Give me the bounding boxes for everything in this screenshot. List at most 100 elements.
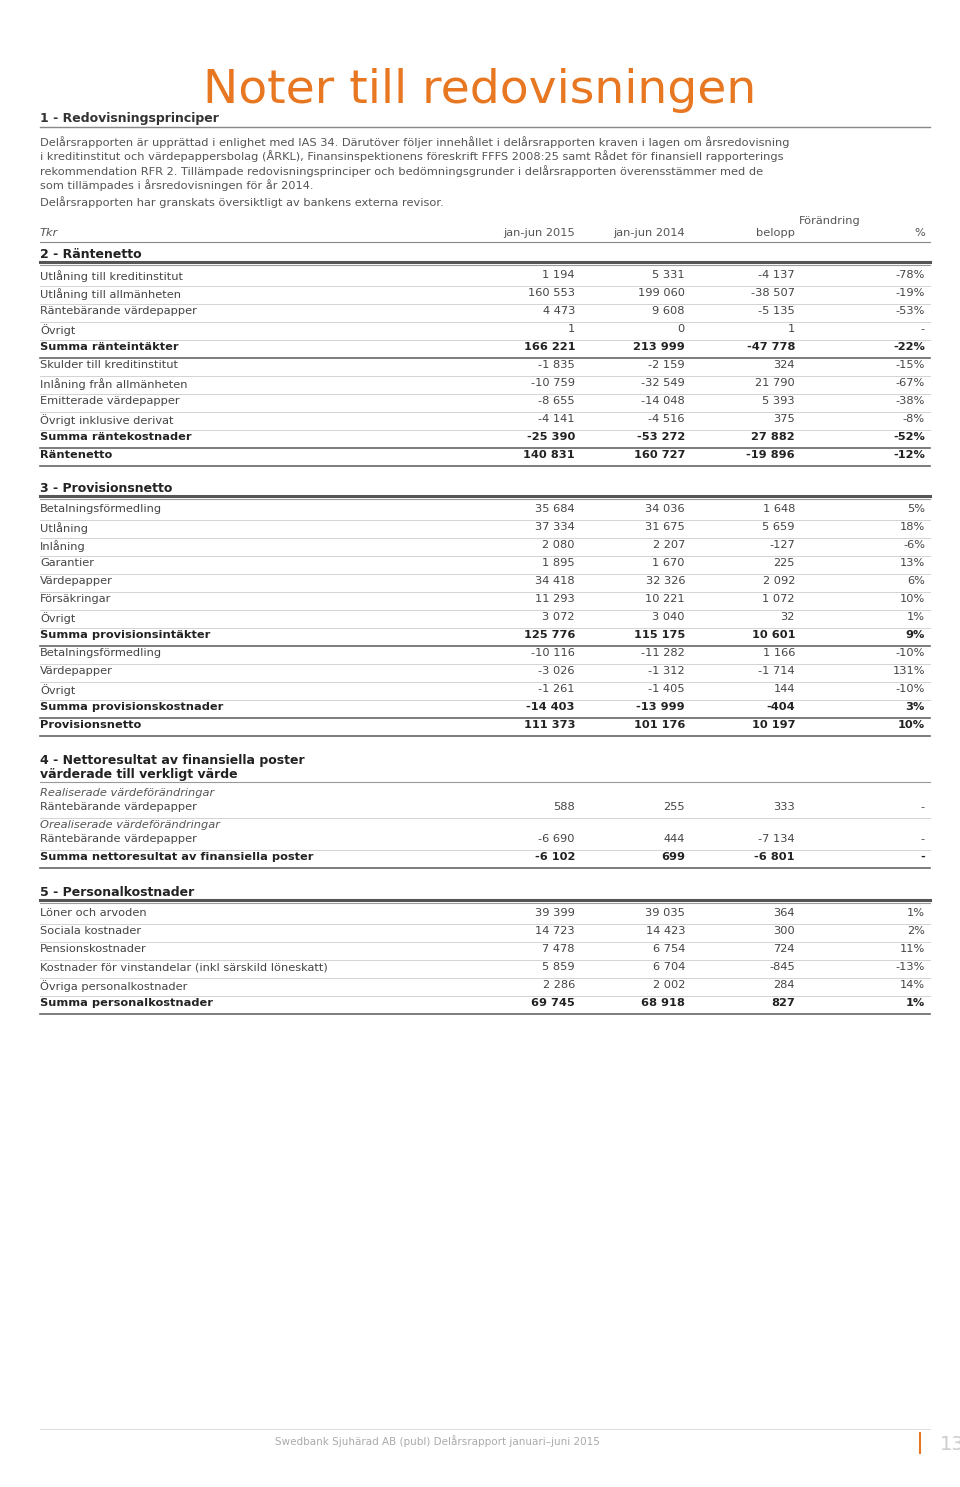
Text: 11 293: 11 293 bbox=[536, 593, 575, 604]
Text: 166 221: 166 221 bbox=[523, 342, 575, 352]
Text: 6 704: 6 704 bbox=[653, 962, 685, 972]
Text: %: % bbox=[914, 228, 925, 238]
Text: 68 918: 68 918 bbox=[641, 998, 685, 1008]
Text: belopp: belopp bbox=[756, 228, 795, 238]
Text: 199 060: 199 060 bbox=[638, 288, 685, 297]
Text: Summa provisionsintäkter: Summa provisionsintäkter bbox=[40, 630, 210, 639]
Text: Summa provisionskostnader: Summa provisionskostnader bbox=[40, 702, 224, 712]
Text: 255: 255 bbox=[663, 801, 685, 812]
Text: 5 331: 5 331 bbox=[653, 271, 685, 280]
Text: -53%: -53% bbox=[896, 306, 925, 317]
Text: 3 040: 3 040 bbox=[653, 613, 685, 622]
Text: 2 - Räntenetto: 2 - Räntenetto bbox=[40, 248, 142, 262]
Text: Övrigt: Övrigt bbox=[40, 324, 76, 336]
Text: -14 403: -14 403 bbox=[526, 702, 575, 712]
Text: Realiserade värdeförändringar: Realiserade värdeförändringar bbox=[40, 788, 214, 799]
Text: 14 723: 14 723 bbox=[536, 926, 575, 935]
Text: Räntebärande värdepapper: Räntebärande värdepapper bbox=[40, 306, 197, 317]
Text: -38 507: -38 507 bbox=[751, 288, 795, 297]
Text: -6 801: -6 801 bbox=[755, 852, 795, 862]
Text: Räntebärande värdepapper: Räntebärande värdepapper bbox=[40, 834, 197, 845]
Text: -32 549: -32 549 bbox=[641, 378, 685, 388]
Text: 131%: 131% bbox=[893, 666, 925, 677]
Text: värderade till verkligt värde: värderade till verkligt värde bbox=[40, 767, 238, 781]
Text: 14%: 14% bbox=[900, 980, 925, 990]
Text: -1 405: -1 405 bbox=[648, 684, 685, 694]
Text: Räntenetto: Räntenetto bbox=[40, 451, 112, 459]
Text: 1 072: 1 072 bbox=[762, 593, 795, 604]
Text: -404: -404 bbox=[766, 702, 795, 712]
Text: -19 896: -19 896 bbox=[746, 451, 795, 459]
Text: -53 272: -53 272 bbox=[636, 433, 685, 442]
Text: 2 092: 2 092 bbox=[762, 575, 795, 586]
Text: Värdepapper: Värdepapper bbox=[40, 575, 113, 586]
Text: 3 - Provisionsnetto: 3 - Provisionsnetto bbox=[40, 482, 173, 495]
Text: -10%: -10% bbox=[896, 648, 925, 659]
Text: -5 135: -5 135 bbox=[758, 306, 795, 317]
Text: 699: 699 bbox=[661, 852, 685, 862]
Text: -6 690: -6 690 bbox=[539, 834, 575, 845]
Text: Swedbank Sjuhärad AB (publ) Delårsrapport januari–juni 2015: Swedbank Sjuhärad AB (publ) Delårsrappor… bbox=[276, 1435, 600, 1447]
Text: Tkr: Tkr bbox=[40, 228, 59, 238]
Text: 5 859: 5 859 bbox=[542, 962, 575, 972]
Text: -67%: -67% bbox=[896, 378, 925, 388]
Text: 1 895: 1 895 bbox=[542, 558, 575, 568]
Text: 444: 444 bbox=[663, 834, 685, 845]
Text: 4 - Nettoresultat av finansiella poster: 4 - Nettoresultat av finansiella poster bbox=[40, 754, 304, 767]
Text: -38%: -38% bbox=[896, 396, 925, 406]
Text: -8%: -8% bbox=[902, 413, 925, 424]
Text: rekommendation RFR 2. Tillämpade redovisningsprinciper och bedömningsgrunder i d: rekommendation RFR 2. Tillämpade redovis… bbox=[40, 165, 763, 177]
Text: 827: 827 bbox=[771, 998, 795, 1008]
Text: 18%: 18% bbox=[900, 522, 925, 532]
Text: -: - bbox=[921, 834, 925, 845]
Text: 1%: 1% bbox=[907, 613, 925, 622]
Text: 160 553: 160 553 bbox=[528, 288, 575, 297]
Text: Inlåning: Inlåning bbox=[40, 540, 85, 552]
Text: Förändring: Förändring bbox=[799, 216, 861, 226]
Text: 10%: 10% bbox=[900, 593, 925, 604]
Text: Övrigt: Övrigt bbox=[40, 613, 76, 625]
Text: -845: -845 bbox=[769, 962, 795, 972]
Text: 7 478: 7 478 bbox=[542, 944, 575, 955]
Text: 1 166: 1 166 bbox=[762, 648, 795, 659]
Text: 69 745: 69 745 bbox=[531, 998, 575, 1008]
Text: 35 684: 35 684 bbox=[536, 504, 575, 515]
Text: -3 026: -3 026 bbox=[539, 666, 575, 677]
Text: -: - bbox=[921, 324, 925, 335]
Text: som tillämpades i årsredovisningen för år 2014.: som tillämpades i årsredovisningen för å… bbox=[40, 180, 314, 192]
Text: 34 418: 34 418 bbox=[536, 575, 575, 586]
Text: -6 102: -6 102 bbox=[535, 852, 575, 862]
Text: -10%: -10% bbox=[896, 684, 925, 694]
Text: 1 670: 1 670 bbox=[653, 558, 685, 568]
Text: -2 159: -2 159 bbox=[648, 360, 685, 370]
Text: -4 137: -4 137 bbox=[758, 271, 795, 280]
Text: i kreditinstitut och värdepappersbolag (ÅRKL), Finansinspektionens föreskrift FF: i kreditinstitut och värdepappersbolag (… bbox=[40, 150, 783, 162]
Text: 115 175: 115 175 bbox=[634, 630, 685, 639]
Text: Summa personalkostnader: Summa personalkostnader bbox=[40, 998, 213, 1008]
Text: 13%: 13% bbox=[900, 558, 925, 568]
Text: -52%: -52% bbox=[893, 433, 925, 442]
Text: Räntebärande värdepapper: Räntebärande värdepapper bbox=[40, 801, 197, 812]
Text: 300: 300 bbox=[773, 926, 795, 935]
Text: 1 194: 1 194 bbox=[542, 271, 575, 280]
Text: 3%: 3% bbox=[905, 702, 925, 712]
Text: 144: 144 bbox=[774, 684, 795, 694]
Text: 10 197: 10 197 bbox=[752, 720, 795, 730]
Text: 1: 1 bbox=[567, 324, 575, 335]
Text: 5 - Personalkostnader: 5 - Personalkostnader bbox=[40, 886, 194, 900]
Text: Försäkringar: Försäkringar bbox=[40, 593, 111, 604]
Text: 9%: 9% bbox=[905, 630, 925, 639]
Text: -14 048: -14 048 bbox=[641, 396, 685, 406]
Text: -15%: -15% bbox=[896, 360, 925, 370]
Text: Orealiserade värdeförändringar: Orealiserade värdeförändringar bbox=[40, 819, 220, 830]
Text: Summa ränteintäkter: Summa ränteintäkter bbox=[40, 342, 179, 352]
Text: 6 754: 6 754 bbox=[653, 944, 685, 955]
Text: Övrigt inklusive derivat: Övrigt inklusive derivat bbox=[40, 413, 174, 425]
Text: -6%: -6% bbox=[903, 540, 925, 550]
Text: 32 326: 32 326 bbox=[645, 575, 685, 586]
Text: -4 141: -4 141 bbox=[539, 413, 575, 424]
Text: Värdepapper: Värdepapper bbox=[40, 666, 113, 677]
Text: -12%: -12% bbox=[893, 451, 925, 459]
Text: Emitterade värdepapper: Emitterade värdepapper bbox=[40, 396, 180, 406]
Text: 21 790: 21 790 bbox=[756, 378, 795, 388]
